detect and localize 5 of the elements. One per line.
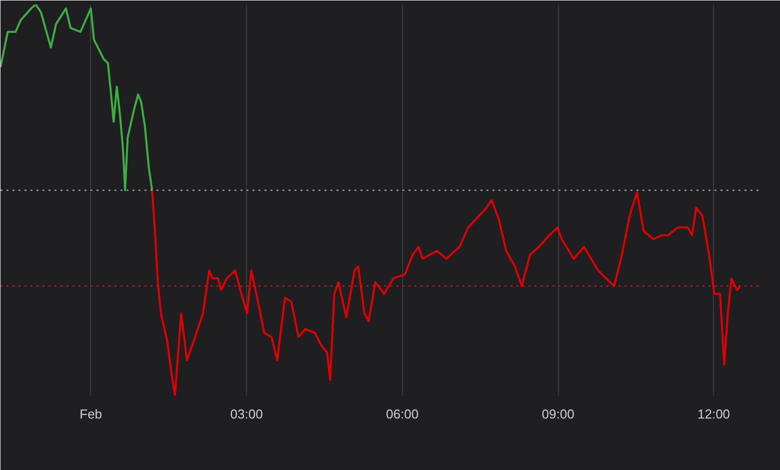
x-tick-label: 06:00 (386, 406, 419, 422)
x-tick-label: 12:00 (698, 406, 730, 422)
x-tick-label: Feb (80, 406, 102, 422)
x-tick-label: 03:00 (230, 406, 263, 422)
x-tick-label: 09:00 (542, 406, 574, 422)
